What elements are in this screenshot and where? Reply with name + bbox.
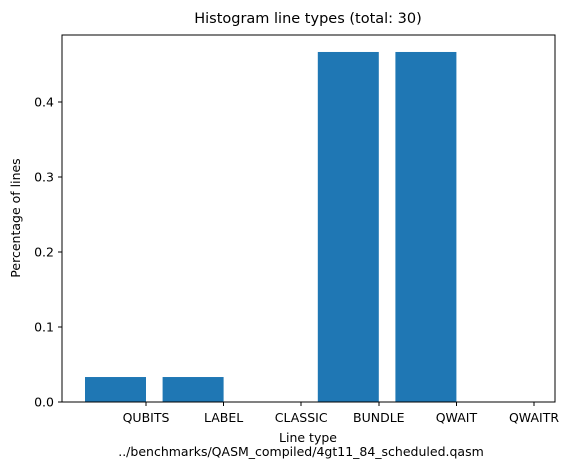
x-tick-label-qwait: QWAIT — [436, 410, 478, 425]
bar-qubits — [85, 377, 146, 402]
y-axis-ticks: 0.0 0.1 0.2 0.3 0.4 — [34, 95, 62, 410]
chart-title: Histogram line types (total: 30) — [194, 11, 422, 27]
x-tick-label-qwaitr: QWAITR — [509, 410, 559, 425]
bar-bundle — [317, 51, 379, 402]
y-tick-label: 0.3 — [34, 170, 54, 185]
x-axis-ticks: QUBITS LABEL CLASSIC BUNDLE QWAIT QWAITR — [123, 402, 559, 425]
y-tick-label: 0.0 — [34, 395, 54, 410]
bar-label — [162, 377, 224, 402]
bar-group — [85, 51, 457, 402]
x-axis-sublabel: ../benchmarks/QASM_compiled/4gt11_84_sch… — [118, 444, 484, 459]
x-tick-label-bundle: BUNDLE — [353, 410, 405, 425]
plot-area-frame — [61, 34, 556, 403]
bar-qwait — [395, 51, 457, 402]
x-tick-label-label: LABEL — [204, 410, 243, 425]
x-tick-label-classic: CLASSIC — [275, 410, 328, 425]
y-axis-label: Percentage of lines — [8, 158, 23, 277]
y-tick-label: 0.4 — [34, 95, 54, 110]
y-tick-label: 0.1 — [34, 320, 54, 335]
y-tick-label: 0.2 — [34, 245, 54, 260]
x-tick-label-qubits: QUBITS — [123, 410, 170, 425]
x-axis-label: Line type — [279, 430, 337, 445]
